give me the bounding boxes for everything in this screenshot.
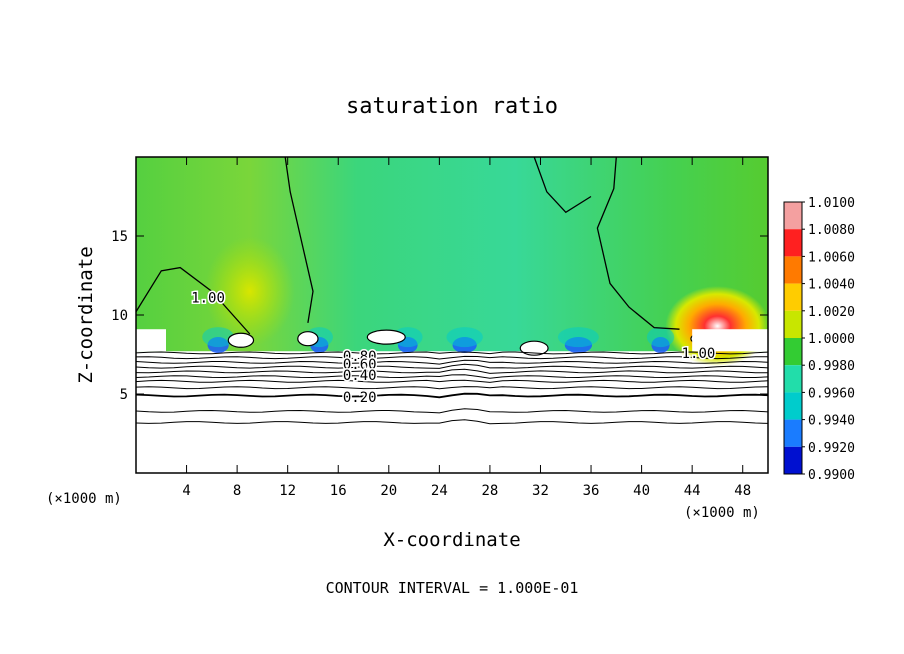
cloud-patch bbox=[227, 332, 255, 348]
colorbar-label: 0.9960 bbox=[808, 386, 855, 401]
cloud-patch bbox=[692, 329, 768, 352]
colorbar-label: 1.0100 bbox=[808, 196, 855, 211]
colorbar-label: 0.9900 bbox=[808, 468, 855, 483]
contour-line-1-00 bbox=[136, 266, 251, 335]
colorbar-swatch bbox=[784, 310, 802, 338]
y-tick-label: 5 bbox=[120, 387, 128, 403]
colorbar-swatch bbox=[784, 446, 802, 474]
x-tick-label: 36 bbox=[583, 483, 600, 499]
contour-line-1-00 bbox=[533, 157, 592, 214]
colorbar-label: 1.0020 bbox=[808, 305, 855, 320]
x-tick-label: 28 bbox=[481, 483, 498, 499]
cloud-patch bbox=[136, 329, 166, 352]
colorbar-label: 0.9940 bbox=[808, 414, 855, 429]
colorbar-swatch bbox=[784, 365, 802, 393]
x-tick-label: 32 bbox=[532, 483, 549, 499]
colorbar-swatch bbox=[784, 338, 802, 366]
y-tick-label: 15 bbox=[111, 229, 128, 245]
contour-label: 0.20 bbox=[343, 390, 377, 406]
contour-line bbox=[136, 392, 768, 399]
x-axis-ticks: 4 8 12 16 20 24 28 32 36 40 44 48 bbox=[182, 157, 751, 499]
colorbar-swatch bbox=[784, 283, 802, 311]
warm-anomaly-west bbox=[204, 236, 295, 347]
contour-line bbox=[136, 363, 768, 369]
colorbar-label: 1.0040 bbox=[808, 278, 855, 293]
chart-title: saturation ratio bbox=[346, 94, 558, 119]
contour-label: 0.80 bbox=[343, 349, 377, 365]
x-tick-label: 8 bbox=[233, 483, 241, 499]
colorbar-swatch bbox=[784, 419, 802, 447]
x-tick-label: 20 bbox=[380, 483, 397, 499]
contour-line bbox=[136, 359, 768, 365]
x-axis-label: X-coordinate bbox=[383, 529, 520, 551]
colorbar-label: 0.9920 bbox=[808, 441, 855, 456]
colorbar-swatch bbox=[784, 202, 802, 230]
contour-line bbox=[136, 379, 768, 383]
y-axis-ticks: 5 10 15 bbox=[111, 229, 768, 403]
cloud-patch bbox=[366, 329, 406, 345]
dry-halo bbox=[446, 327, 483, 348]
contour-line bbox=[136, 368, 768, 374]
x-units-right: (×1000 m) bbox=[684, 505, 760, 521]
dry-halo bbox=[202, 327, 235, 348]
x-tick-label: 12 bbox=[279, 483, 296, 499]
x-tick-label: 40 bbox=[633, 483, 650, 499]
contour-line bbox=[136, 355, 768, 360]
contour-label: 0.60 bbox=[343, 357, 377, 373]
contour-label: 1.00 bbox=[191, 291, 225, 307]
y-tick-label: 10 bbox=[111, 308, 128, 324]
x-tick-label: 48 bbox=[734, 483, 751, 499]
colorbar-label: 1.0080 bbox=[808, 223, 855, 238]
contour-line-1-00 bbox=[596, 157, 680, 330]
heatmap-field: 1.00 1.00 0.800.600.40 0.20 bbox=[136, 157, 768, 473]
cloud-patch bbox=[297, 331, 319, 347]
contour-line bbox=[136, 374, 768, 379]
contour-line bbox=[136, 419, 768, 425]
contour-line bbox=[136, 351, 768, 355]
colorbar-label: 0.9980 bbox=[808, 359, 855, 374]
colorbar-label: 1.0000 bbox=[808, 332, 855, 347]
x-tick-label: 16 bbox=[330, 483, 347, 499]
x-tick-label: 4 bbox=[182, 483, 190, 499]
x-tick-label: 24 bbox=[431, 483, 448, 499]
contour-label: 0.40 bbox=[343, 368, 377, 384]
colorbar-label: 1.0060 bbox=[808, 250, 855, 265]
colorbar-swatch bbox=[784, 256, 802, 284]
cloud-patch bbox=[519, 340, 549, 356]
x-tick-label: 44 bbox=[684, 483, 701, 499]
contour-interval-footer: CONTOUR INTERVAL = 1.000E-01 bbox=[326, 579, 579, 597]
colorbar: 1.0100 1.0080 1.0060 1.0040 1.0020 1.0000 0.99… bbox=[783, 196, 855, 483]
contour-line-1-00 bbox=[284, 157, 314, 324]
contour-line bbox=[136, 386, 768, 390]
colorbar-swatch bbox=[784, 392, 802, 420]
colorbar-swatch bbox=[784, 229, 802, 257]
x-units-left: (×1000 m) bbox=[46, 491, 122, 507]
contour-line bbox=[136, 408, 768, 414]
dry-halo bbox=[646, 327, 675, 348]
y-axis-label: Z-coordinate bbox=[75, 246, 97, 383]
dry-halo bbox=[557, 327, 599, 348]
contour-label: 1.00 bbox=[682, 346, 716, 362]
